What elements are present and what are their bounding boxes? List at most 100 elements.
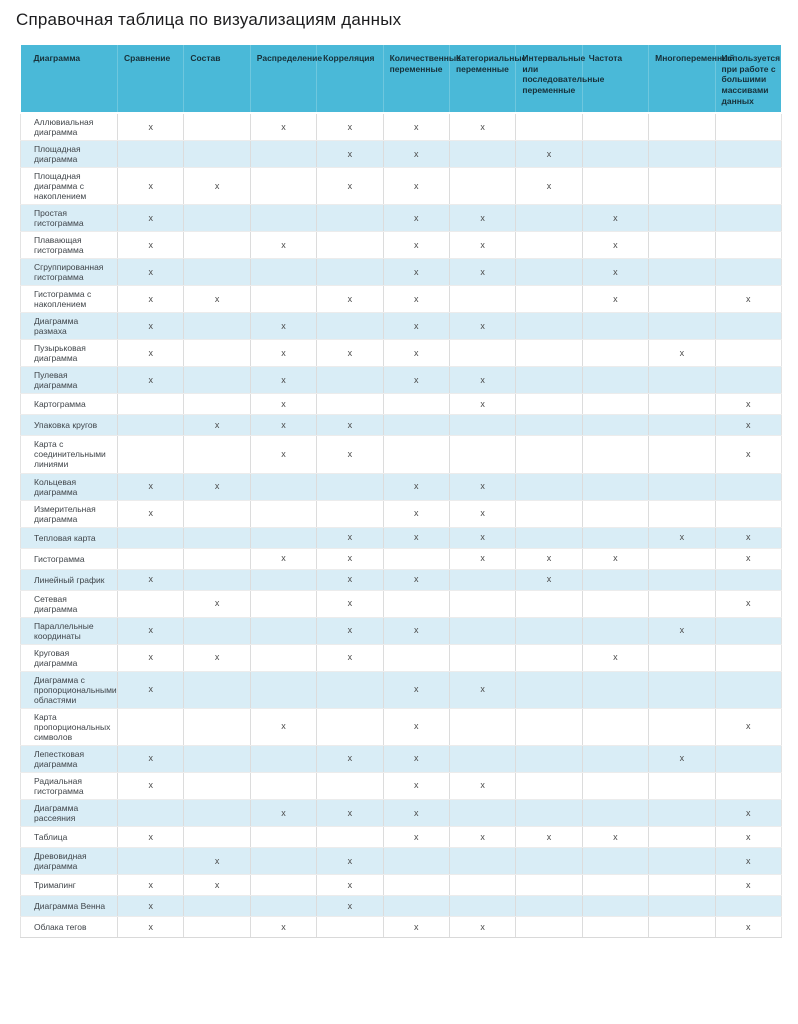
empty-cell [515, 772, 583, 800]
mark-cell: x [448, 527, 516, 549]
mark-cell: x [382, 113, 450, 142]
mark-cell: x [382, 745, 450, 773]
mark-cell: x [116, 285, 184, 314]
empty-cell [515, 414, 583, 437]
empty-cell [714, 204, 782, 233]
empty-cell [116, 414, 184, 437]
empty-cell [515, 231, 583, 260]
empty-cell [581, 569, 649, 591]
empty-cell [183, 500, 251, 528]
table-row: Простая гистограмма x x x x [20, 204, 782, 233]
empty-cell [714, 644, 782, 672]
column-header-diagram: Диаграмма [20, 45, 118, 115]
empty-cell [183, 916, 251, 938]
empty-cell [581, 167, 649, 206]
table-row: Тримапинг x x x x [20, 874, 782, 896]
empty-cell [515, 435, 583, 474]
empty-cell [249, 527, 317, 549]
table-header-row: Диаграмма Сравнение Состав Распределение Кор… [20, 45, 782, 115]
row-label: Облака тегов [20, 916, 118, 938]
empty-cell [714, 671, 782, 709]
empty-cell [183, 435, 251, 474]
mark-cell: x [382, 204, 450, 233]
mark-cell: x [249, 231, 317, 260]
empty-cell [183, 548, 251, 570]
table-row: Карта с соединительными линиями x x x [20, 435, 782, 474]
mark-cell: x [448, 204, 516, 233]
row-label: Диаграмма размаха [20, 312, 118, 341]
mark-cell: x [515, 167, 583, 206]
mark-cell: x [183, 847, 251, 875]
mark-cell: x [448, 312, 516, 341]
mark-cell: x [316, 285, 384, 314]
mark-cell: x [714, 799, 782, 827]
column-header: Интервальные или последовательные переме… [515, 45, 604, 115]
empty-cell [116, 527, 184, 549]
empty-cell [116, 590, 184, 618]
table-row: Площадная диаграмма с накоплением x x x x x [20, 167, 782, 206]
mark-cell: x [116, 895, 184, 917]
empty-cell [648, 231, 716, 260]
empty-cell [249, 204, 317, 233]
empty-cell [316, 916, 384, 938]
row-label: Кольцевая диаграмма [20, 473, 118, 501]
mark-cell: x [249, 312, 317, 341]
mark-cell: x [448, 548, 516, 570]
mark-cell: x [382, 799, 450, 827]
empty-cell [581, 874, 649, 896]
mark-cell: x [382, 708, 450, 746]
mark-cell: x [116, 569, 184, 591]
empty-cell [249, 167, 317, 206]
mark-cell: x [116, 167, 184, 206]
empty-cell [316, 231, 384, 260]
empty-cell [515, 916, 583, 938]
table-row: Плавающая гистограмма x x x x x [20, 231, 782, 260]
mark-cell: x [316, 799, 384, 827]
empty-cell [581, 745, 649, 773]
empty-cell [581, 500, 649, 528]
row-label: Круговая диаграмма [20, 644, 118, 672]
empty-cell [581, 140, 649, 169]
empty-cell [581, 527, 649, 549]
empty-cell [648, 435, 716, 474]
mark-cell: x [382, 140, 450, 169]
empty-cell [448, 895, 516, 917]
empty-cell [515, 339, 583, 368]
empty-cell [648, 500, 716, 528]
table-row: Гистограмма x x x x x x [20, 548, 782, 570]
empty-cell [714, 569, 782, 591]
mark-cell: x [448, 671, 516, 709]
empty-cell [515, 874, 583, 896]
empty-cell [515, 393, 583, 416]
mark-cell: x [382, 366, 450, 395]
empty-cell [249, 590, 317, 618]
empty-cell [448, 569, 516, 591]
mark-cell: x [648, 339, 716, 368]
mark-cell: x [648, 745, 716, 773]
empty-cell [249, 745, 317, 773]
mark-cell: x [116, 826, 184, 848]
empty-cell [249, 826, 317, 848]
mark-cell: x [116, 644, 184, 672]
empty-cell [382, 435, 450, 474]
empty-cell [515, 708, 583, 746]
empty-cell [581, 799, 649, 827]
empty-cell [448, 799, 516, 827]
row-label: Гистограмма с накоплением [20, 285, 118, 314]
empty-cell [581, 435, 649, 474]
mark-cell: x [116, 671, 184, 709]
row-label: Тепловая карта [20, 527, 118, 549]
mark-cell: x [581, 644, 649, 672]
mark-cell: x [382, 258, 450, 287]
mark-cell: x [382, 671, 450, 709]
empty-cell [448, 847, 516, 875]
table-row: Диаграмма Венна x x [20, 895, 782, 917]
empty-cell [648, 708, 716, 746]
empty-cell [316, 708, 384, 746]
empty-cell [183, 745, 251, 773]
mark-cell: x [249, 799, 317, 827]
table-row: Диаграмма рассеяния x x x x [20, 799, 782, 827]
empty-cell [581, 312, 649, 341]
row-label: Лепестковая диаграмма [20, 745, 118, 773]
